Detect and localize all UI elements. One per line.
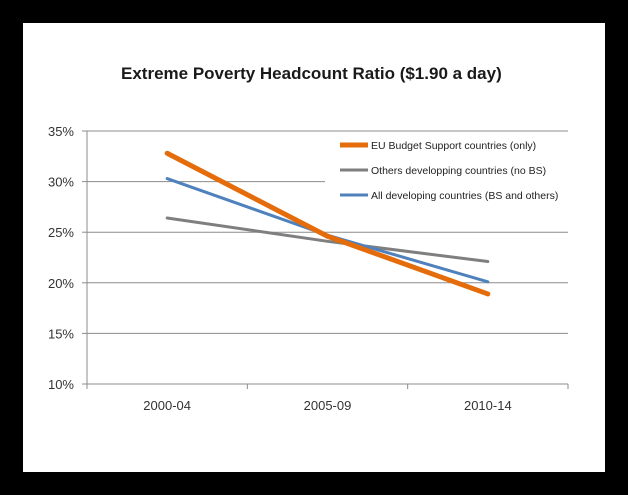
series-line-1	[165, 216, 490, 264]
x-tick-label: 2000-04	[143, 398, 191, 413]
legend-label: Others developping countries (no BS)	[371, 165, 546, 177]
y-tick-label: 20%	[48, 276, 74, 291]
y-tick-labels: 10% 15% 20% 25% 30% 35%	[48, 124, 74, 392]
y-tick-label: 10%	[48, 377, 74, 392]
y-tick-label: 35%	[48, 124, 74, 139]
series-lines	[164, 150, 491, 297]
x-tick-labels: 2000-04 2005-09 2010-14	[143, 398, 511, 413]
x-tick-label: 2010-14	[464, 398, 512, 413]
y-tick-label: 30%	[48, 175, 74, 190]
chart-panel: Extreme Poverty Headcount Ratio ($1.90 a…	[23, 23, 605, 472]
legend: EU Budget Support countries (only) Others…	[325, 135, 570, 205]
series-line-0	[164, 150, 491, 297]
y-tick-label: 15%	[48, 326, 74, 341]
chart-title: Extreme Poverty Headcount Ratio ($1.90 a…	[121, 64, 502, 83]
legend-label: EU Budget Support countries (only)	[371, 140, 536, 152]
axes	[82, 130, 569, 389]
x-tick-label: 2005-09	[304, 398, 352, 413]
y-tick-label: 25%	[48, 225, 74, 240]
legend-label: All developing countries (BS and others)	[371, 190, 558, 202]
